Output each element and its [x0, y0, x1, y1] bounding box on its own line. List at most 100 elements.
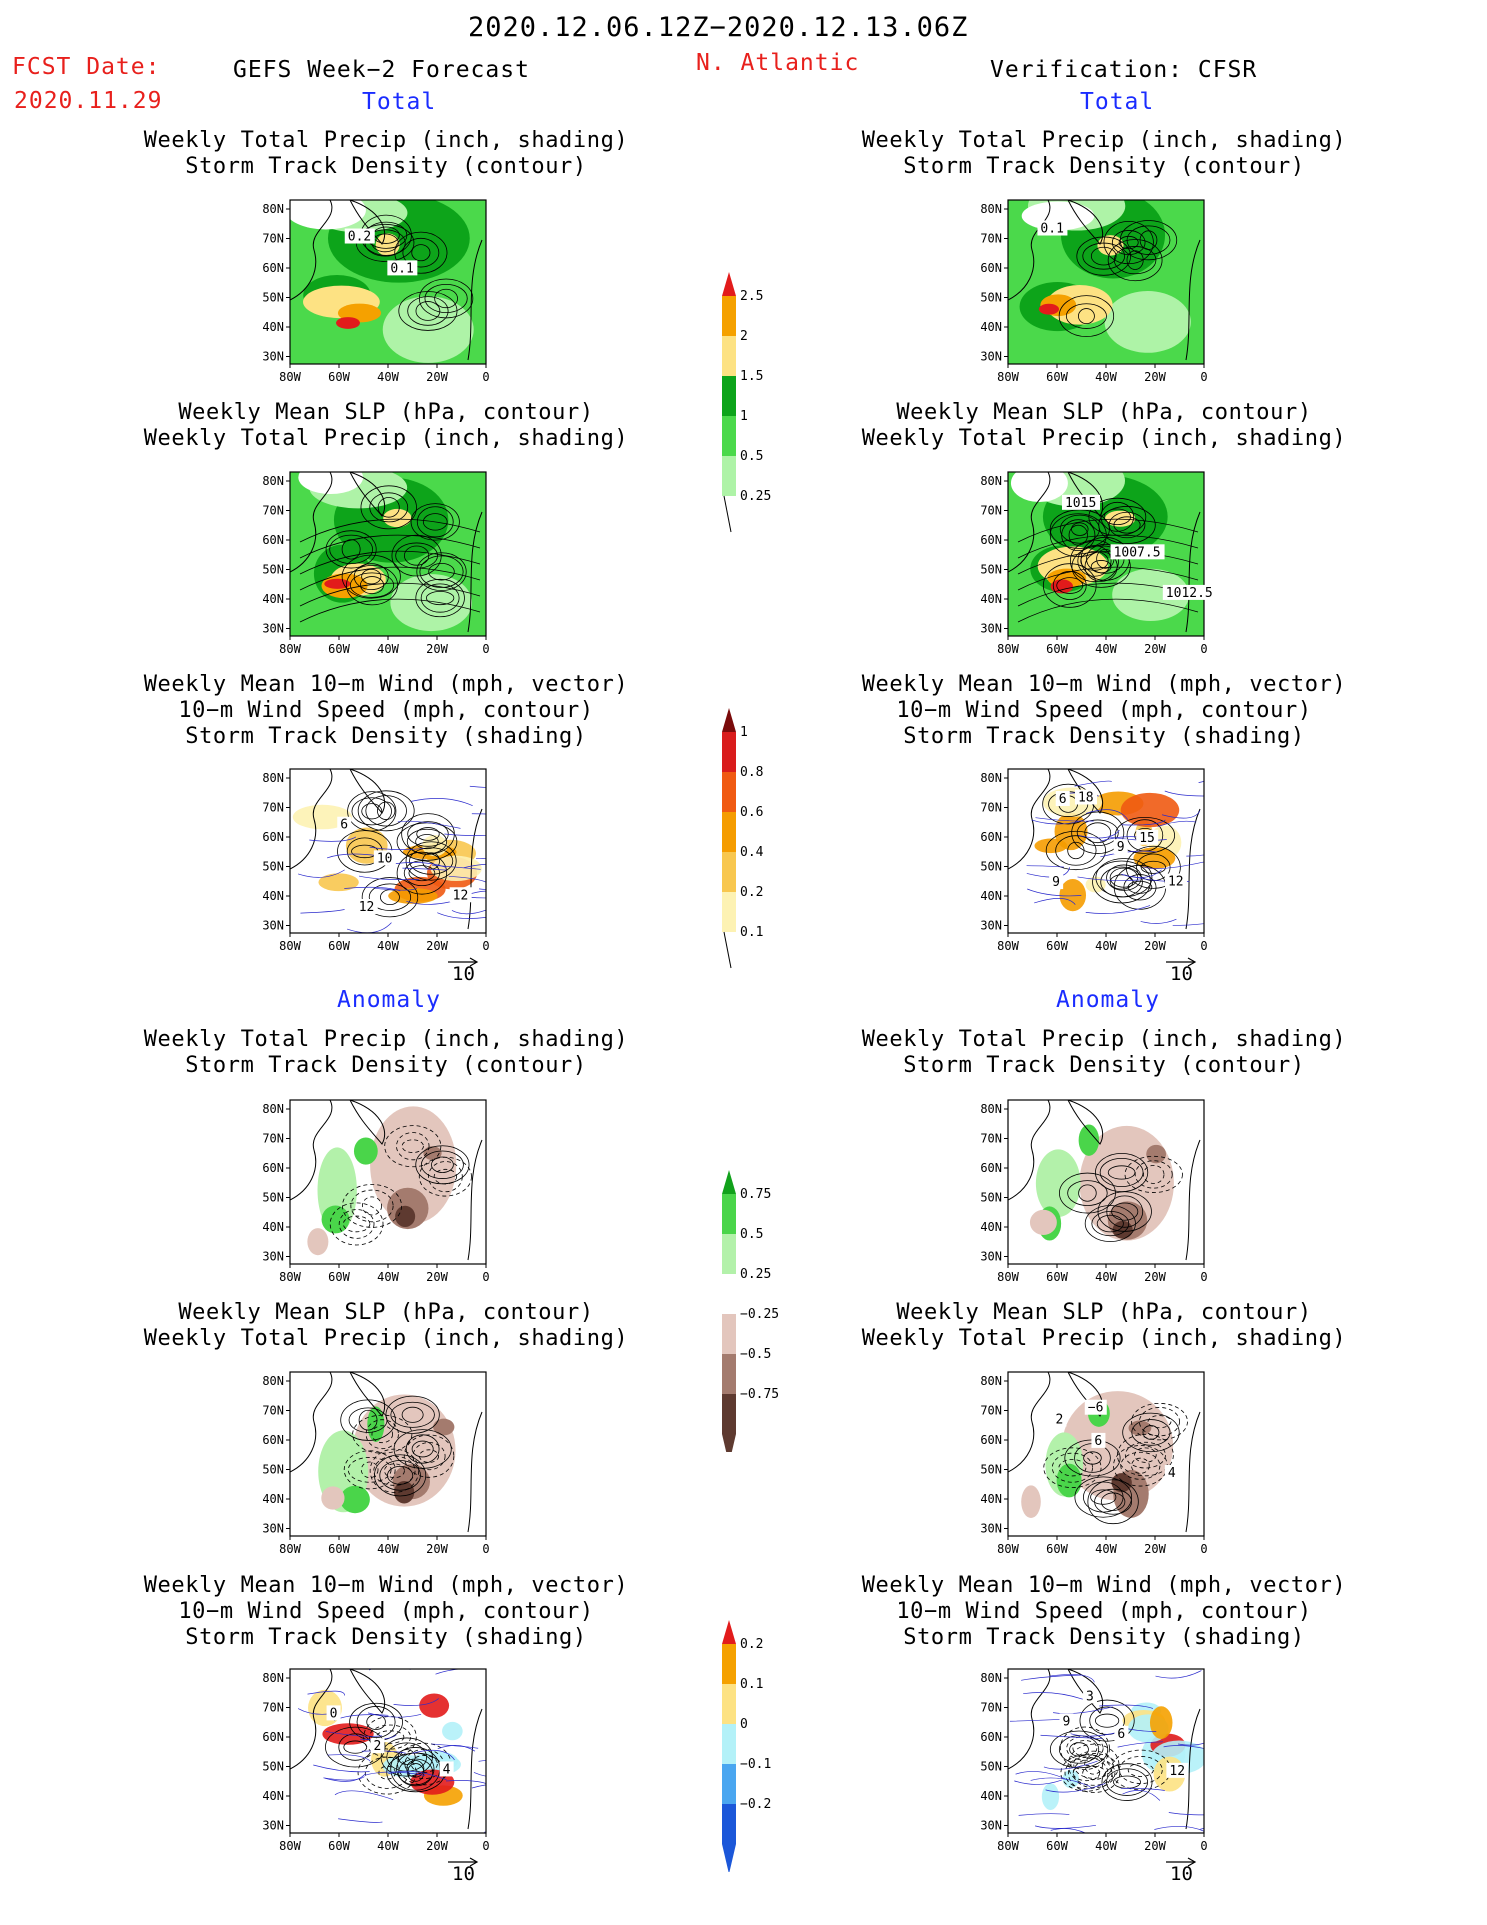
contour-line	[403, 860, 440, 887]
contour-line	[365, 1419, 399, 1450]
contour-line	[363, 1716, 417, 1759]
lat-tick-label: 80N	[980, 202, 1002, 216]
wind-vector	[437, 912, 486, 919]
contour-line	[361, 803, 383, 820]
title-line: Weekly Mean SLP (hPa, contour)	[178, 1300, 594, 1325]
shade-cell	[353, 1137, 378, 1165]
wind-vector	[1186, 854, 1204, 857]
map-obs-anom-wind: 80N 70N 60N 50N 40N 30N 80W 60W 40W 20W 0 9 6 12 3	[980, 1668, 1208, 1853]
contour-line	[1099, 1157, 1144, 1187]
wind-vector	[432, 864, 481, 870]
colorbar-top-arrow	[722, 1170, 736, 1194]
lon-tick-label: 40W	[1095, 939, 1117, 953]
contour-line	[1052, 571, 1087, 600]
lon-tick-label: 60W	[328, 1839, 350, 1853]
lon-tick-label: 60W	[1046, 1839, 1068, 1853]
contour-line	[409, 847, 454, 875]
map-fcst-anom-slp: 80N 70N 60N 50N 40N 30N 80W 60W 40W 20W 0	[262, 1371, 490, 1556]
contour-label-bg	[1162, 584, 1217, 600]
colorbar-segment	[722, 1644, 736, 1684]
coastline-europe	[1185, 1139, 1201, 1261]
colorbar-segment	[722, 812, 736, 852]
contour-label-bg	[355, 898, 378, 914]
contour-line	[403, 1434, 455, 1478]
contour-line	[1107, 239, 1163, 282]
contour-line	[379, 1460, 421, 1491]
wind-vector	[323, 1776, 365, 1781]
wind-vector	[346, 922, 392, 933]
shade-cell	[1149, 1706, 1173, 1739]
lon-tick-label: 80W	[279, 1839, 301, 1853]
colorbar-label: 0.8	[740, 765, 763, 780]
wind-vector	[1077, 830, 1120, 839]
lon-tick-label: 20W	[1144, 939, 1166, 953]
lon-tick-label: 40W	[377, 939, 399, 953]
shade-cell	[1034, 838, 1068, 854]
shade-cell	[370, 1106, 457, 1224]
contour-label-bg	[344, 228, 375, 244]
contour-line	[360, 485, 417, 530]
wind-vector	[446, 1780, 486, 1784]
contour-label-bg	[373, 850, 396, 866]
contour-line	[425, 590, 455, 606]
contour-line	[1124, 1441, 1166, 1469]
title-line: Weekly Total Precip (inch, shading)	[861, 1027, 1347, 1052]
wind-vector	[307, 1690, 346, 1696]
contour-line	[1100, 866, 1143, 898]
lat-tick-label: 60N	[980, 830, 1002, 844]
coastline-greenland	[1067, 1669, 1104, 1714]
coastline-north-america	[290, 1669, 333, 1770]
contour-line	[340, 1399, 396, 1441]
contour-line	[1084, 1754, 1103, 1775]
contour-line	[1139, 230, 1158, 250]
contour-label-bg	[1164, 1464, 1179, 1480]
contour-line	[431, 1156, 454, 1173]
wind-vector	[469, 785, 486, 788]
contour-label: 3	[1086, 1689, 1094, 1704]
contour-line	[1090, 246, 1117, 266]
colorbar-bottom-arrow	[722, 1434, 736, 1452]
contour-label: 12	[1168, 875, 1184, 890]
isobar	[299, 566, 481, 591]
lon-tick-label: 20W	[426, 939, 448, 953]
contour-line	[412, 1442, 446, 1471]
contour-line	[329, 534, 374, 564]
isobar	[1017, 534, 1199, 559]
contour-label: 1012.5	[1166, 586, 1213, 601]
contour-label: 15	[1139, 831, 1155, 846]
lon-tick-label: 0	[1200, 1542, 1207, 1556]
lon-tick-label: 60W	[328, 642, 350, 656]
colorbar-label: 0.25	[740, 489, 771, 504]
contour-label-bg	[387, 260, 418, 276]
wind-vector	[1099, 1704, 1154, 1709]
contour-line	[1109, 874, 1134, 890]
contour-line	[1131, 1402, 1188, 1441]
coastline-north-america	[290, 769, 333, 870]
shade-cell	[1078, 1124, 1100, 1156]
shade-cell	[423, 1146, 442, 1161]
shade-cell	[298, 472, 364, 494]
contour-label-bg	[1091, 1432, 1106, 1448]
lat-tick-label: 50N	[262, 291, 284, 305]
lat-tick-label: 80N	[262, 474, 284, 488]
title-line: Storm Track Density (shading)	[185, 1625, 587, 1650]
contour-line	[1087, 1479, 1139, 1525]
contour-line	[357, 790, 415, 832]
shade-cell	[1010, 472, 1068, 503]
contour-line	[415, 834, 439, 850]
title-line: Weekly Total Precip (inch, shading)	[143, 426, 629, 451]
contour-line	[407, 296, 449, 326]
contour-line	[1098, 506, 1156, 544]
colorbar-label: 0.1	[740, 925, 763, 940]
contour-line	[351, 797, 392, 826]
colorbar-precip-anomaly: 0.75 0.5 0.25 −0.25 −0.5 −0.75	[722, 1170, 779, 1452]
contour-label: 9	[1052, 875, 1060, 890]
wind-vector	[1085, 809, 1129, 820]
wind-vector	[1034, 1824, 1096, 1829]
wind-vector	[1021, 1674, 1082, 1681]
lon-tick-label: 80W	[997, 1542, 1019, 1556]
panel-title-obs-anom-precip: Weekly Total Precip (inch, shading) Stor…	[858, 1027, 1350, 1079]
wind-vector	[1027, 888, 1082, 897]
lat-tick-label: 40N	[980, 320, 1002, 334]
panel-title-fcst-anom-slp: Weekly Mean SLP (hPa, contour) Weekly To…	[140, 1300, 632, 1352]
